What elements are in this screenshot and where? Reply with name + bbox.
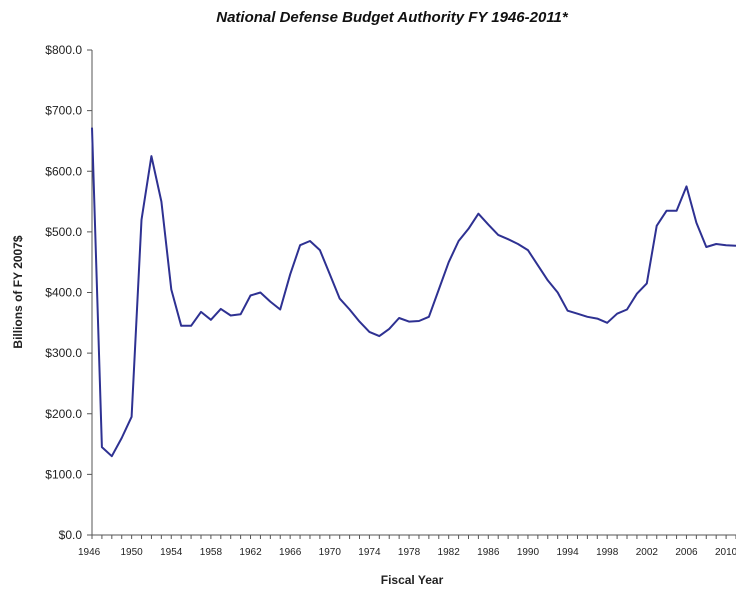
y-tick-label: $800.0 [45,43,82,57]
x-tick-label: 1966 [279,547,302,558]
x-tick-label: 1962 [239,547,262,558]
y-tick-label: $100.0 [45,467,82,481]
x-tick-label: 1998 [596,547,619,558]
y-tick-label: $500.0 [45,225,82,239]
x-tick-label: 1982 [438,547,461,558]
x-axis: 1946 1950 1954 1958 1962 1966 1970 1974 1978 1982… [78,534,736,558]
x-tick-label: 2010 [715,547,736,558]
x-tick-label: 1958 [200,547,223,558]
x-tick-label: 1954 [160,547,183,558]
y-tick-label: $300.0 [45,346,82,360]
y-tick-label: $200.0 [45,407,82,421]
x-tick-label: 1970 [319,547,342,558]
x-tick-label: 2006 [675,547,698,558]
x-tick-label: 1946 [78,547,101,558]
y-tick-label: $600.0 [45,164,82,178]
y-axis: $0.0 $100.0 $200.0 $300.0 $400.0 $500.0 $600.0… [45,43,93,542]
plot-area [91,127,736,458]
chart-title: National Defense Budget Authority FY 194… [216,9,569,26]
series-line [91,127,736,458]
y-tick-label: $700.0 [45,104,82,118]
x-axis-label: Fiscal Year [381,573,444,587]
y-axis-label: Billions of FY 2007$ [11,235,25,348]
y-tick-label: $400.0 [45,286,82,300]
x-tick-label: 1990 [517,547,540,558]
x-tick-label: 1994 [556,547,579,558]
x-tick-label: 2002 [636,547,659,558]
x-tick-label: 1978 [398,547,421,558]
y-tick-label: $0.0 [59,528,83,542]
x-tick-label: 1986 [477,547,500,558]
x-tick-label: 1974 [358,547,381,558]
x-tick-label: 1950 [121,547,144,558]
